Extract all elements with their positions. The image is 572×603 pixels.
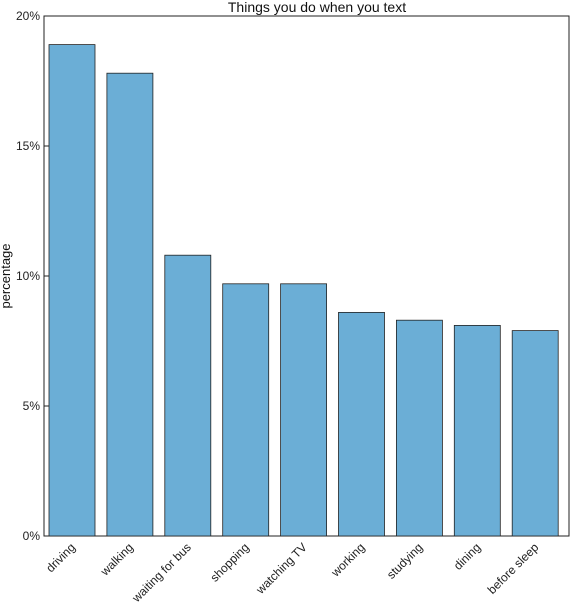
bar-before-sleep [511, 330, 559, 537]
bar-studying [395, 319, 443, 537]
x-tick-label: waiting for bus [129, 540, 194, 603]
y-tick-label: 0% [23, 529, 41, 543]
y-axis: 0% 5% 10% 15% 20% [16, 9, 49, 543]
x-tick-label: studying [384, 540, 426, 582]
bar-walking [106, 72, 154, 537]
bar-working [338, 311, 385, 537]
bar-driving [48, 44, 96, 537]
x-tick-label: dining [451, 540, 484, 573]
x-tick-label: working [328, 540, 368, 580]
bar-waiting-for-bus [164, 254, 212, 537]
x-tick-label: driving [43, 540, 78, 575]
bar-watching-tv [280, 283, 328, 537]
x-tick-label: shopping [207, 540, 251, 584]
y-tick-label: 20% [16, 9, 40, 23]
bar-shopping [222, 283, 270, 537]
y-tick-label: 15% [16, 139, 40, 153]
y-tick-label: 10% [16, 269, 40, 283]
bars-group [48, 44, 559, 537]
x-tick-label: walking [97, 540, 136, 579]
y-tick-label: 5% [23, 399, 41, 413]
bar-dining [453, 324, 501, 537]
x-tick-label: watching TV [253, 540, 310, 597]
chart-title: Things you do when you text [228, 0, 406, 15]
y-axis-label: percentage [0, 243, 13, 308]
x-tick-label: before sleep [485, 540, 542, 597]
